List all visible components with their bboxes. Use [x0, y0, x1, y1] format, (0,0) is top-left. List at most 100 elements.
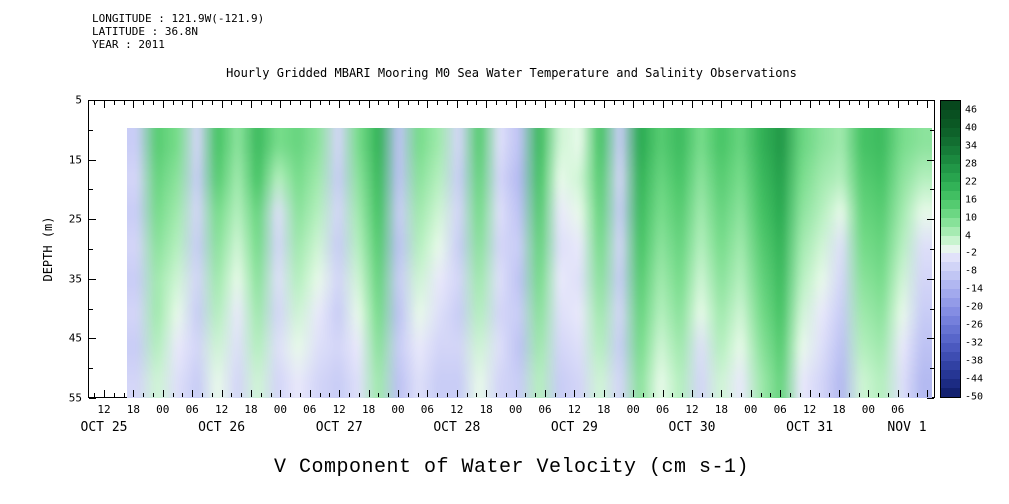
- x-tick-mark: [682, 393, 684, 397]
- colorbar-tick-label: 4: [965, 230, 972, 242]
- colorbar-segment: [941, 361, 960, 371]
- x-tick-mark: [525, 393, 527, 397]
- colorbar-segment: [941, 289, 960, 299]
- colorbar-tick-label: -20: [965, 301, 984, 313]
- x-tick-mark: [672, 101, 674, 105]
- colorbar-segment: [941, 235, 960, 246]
- y-tick-mark: [89, 100, 96, 101]
- x-tick-mark: [349, 393, 350, 397]
- colorbar-tick-label: -8: [965, 265, 978, 277]
- x-tick-mark: [437, 101, 439, 105]
- x-hour-label: 18: [597, 403, 611, 416]
- y-tick-label: 55: [68, 391, 82, 405]
- x-tick-mark: [319, 393, 321, 397]
- x-hour-label: 12: [685, 403, 699, 416]
- y-tick-mark: [89, 368, 93, 370]
- x-tick-mark: [613, 393, 615, 397]
- x-tick-mark: [407, 393, 409, 397]
- x-hour-label: 06: [303, 403, 317, 416]
- x-tick-mark: [113, 101, 115, 105]
- x-tick-mark: [682, 101, 684, 105]
- colorbar-segment: [941, 226, 960, 237]
- y-tick-label: 35: [68, 272, 82, 286]
- x-tick-mark: [300, 393, 301, 397]
- y-tick-mark: [89, 159, 96, 161]
- x-tick-mark: [505, 101, 507, 105]
- x-tick-mark: [790, 101, 791, 105]
- x-tick-mark: [182, 393, 184, 397]
- x-tick-mark: [927, 101, 929, 108]
- x-tick-mark: [123, 101, 125, 105]
- x-tick-mark: [848, 393, 850, 397]
- x-tick-mark: [417, 393, 419, 397]
- colorbar-tick-label: -26: [965, 319, 984, 331]
- colorbar-segment: [941, 325, 960, 335]
- x-tick-mark: [554, 393, 556, 397]
- x-tick-mark: [897, 390, 899, 397]
- x-tick-mark: [339, 390, 341, 397]
- x-tick-mark: [701, 101, 703, 105]
- x-tick-mark: [888, 101, 889, 105]
- colorbar-tick-label: 28: [965, 158, 978, 170]
- x-hour-label: 06: [891, 403, 905, 416]
- x-hour-label: 18: [479, 403, 493, 416]
- x-hour-label: 12: [214, 403, 229, 416]
- x-tick-mark: [270, 101, 272, 105]
- y-axis-label: DEPTH (m): [41, 216, 55, 282]
- x-tick-mark: [280, 101, 282, 108]
- colorbar-segment: [941, 101, 960, 111]
- x-tick-mark: [329, 393, 331, 397]
- colorbar-segment: [941, 253, 960, 264]
- x-tick-mark: [819, 101, 821, 105]
- x-tick-mark: [858, 101, 860, 105]
- x-tick-mark: [623, 393, 625, 397]
- x-tick-mark: [711, 101, 713, 105]
- y-tick-mark: [927, 100, 934, 101]
- x-tick-mark: [143, 101, 145, 105]
- colorbar-segment: [941, 163, 960, 174]
- x-tick-mark: [260, 101, 262, 105]
- colorbar-tick-label: -14: [965, 283, 984, 295]
- x-hour-label: 12: [450, 403, 464, 416]
- x-tick-mark: [554, 101, 556, 105]
- x-tick-mark: [692, 101, 693, 108]
- x-tick-mark: [309, 101, 311, 108]
- x-tick-mark: [280, 390, 282, 397]
- x-tick-mark: [182, 101, 184, 105]
- x-tick-mark: [378, 393, 380, 397]
- x-tick-mark: [741, 393, 742, 397]
- x-tick-mark: [319, 101, 321, 105]
- x-tick-mark: [692, 390, 693, 397]
- x-hour-label: 06: [773, 403, 787, 416]
- x-tick-mark: [809, 101, 811, 108]
- x-hour-label: 12: [332, 403, 346, 416]
- x-tick-mark: [398, 101, 399, 108]
- year-text: YEAR : 2011: [92, 38, 165, 51]
- x-date-label: OCT 25: [80, 420, 128, 435]
- x-tick-mark: [456, 101, 458, 108]
- x-tick-mark: [309, 390, 311, 397]
- colorbar-tick-label: -2: [965, 247, 978, 259]
- x-tick-mark: [839, 101, 840, 108]
- x-date-label: OCT 26: [198, 420, 246, 435]
- y-tick-mark: [930, 189, 934, 191]
- x-tick-mark: [231, 393, 233, 397]
- x-tick-mark: [486, 101, 488, 108]
- x-tick-mark: [652, 101, 654, 105]
- colorbar-segment: [941, 343, 960, 353]
- x-hour-label: 18: [832, 403, 846, 416]
- x-tick-mark: [888, 393, 889, 397]
- x-tick-mark: [260, 393, 262, 397]
- x-hour-label: 12: [97, 403, 111, 416]
- colorbar-segment: [941, 244, 960, 255]
- x-tick-mark: [447, 393, 448, 397]
- x-tick-mark: [760, 101, 762, 105]
- y-tick-mark: [927, 159, 934, 161]
- colorbar-tick-label: -32: [965, 337, 984, 349]
- x-tick-mark: [839, 390, 840, 397]
- x-tick-mark: [162, 390, 164, 397]
- y-tick-label: 25: [68, 212, 82, 226]
- colorbar-tick-label: -50: [965, 391, 984, 403]
- colorbar-segment: [941, 118, 960, 129]
- colorbar-segment: [941, 199, 960, 210]
